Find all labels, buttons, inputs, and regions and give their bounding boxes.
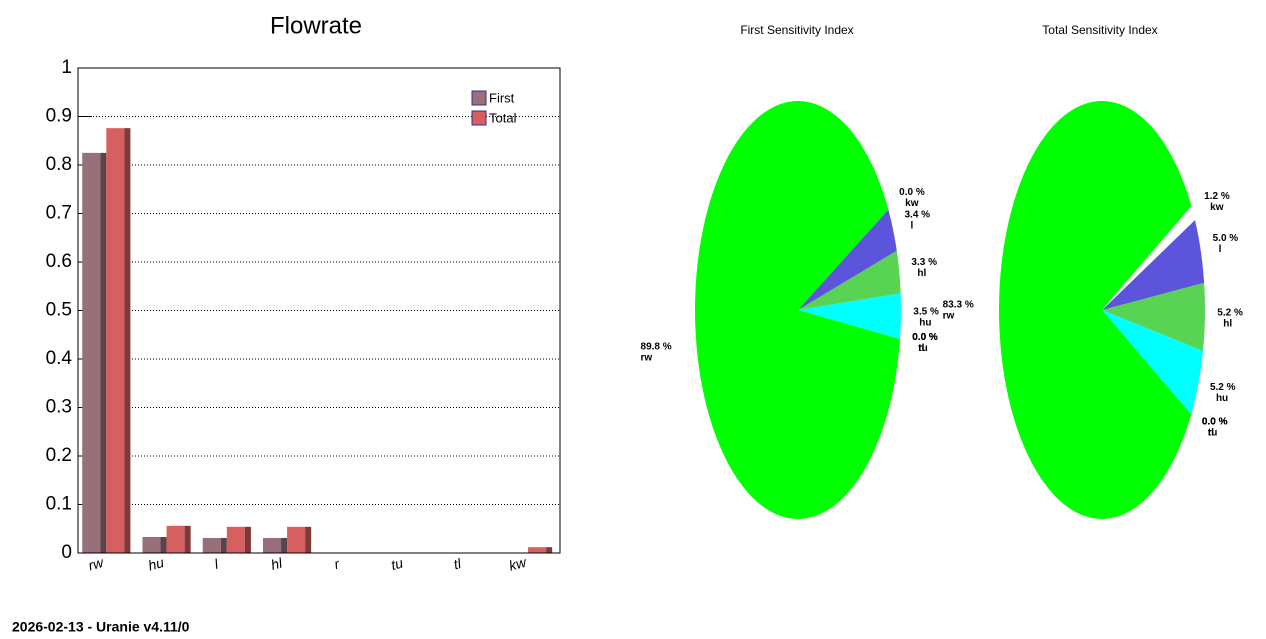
pie-slice: [1102, 310, 1204, 415]
y-tick-label: 1: [61, 57, 72, 78]
x-tick-label: tl: [452, 555, 464, 572]
y-tick-label: 0.4: [46, 348, 73, 369]
slice-name-label: kw: [905, 198, 919, 209]
y-tick-label: 0.7: [46, 203, 72, 224]
slice-value-label: 89.8 %: [641, 342, 672, 353]
bar: [287, 526, 306, 553]
bar: [106, 128, 125, 553]
bar-shade: [124, 128, 131, 553]
x-tick-label: hu: [146, 554, 165, 574]
pie-slice: [998, 100, 1192, 519]
slice-name-label: kw: [1210, 202, 1224, 213]
plot-frame: [77, 67, 561, 554]
slice-value-label: 3.4 %: [905, 210, 931, 221]
pie-slice: [798, 293, 901, 340]
slice-name-label: l: [911, 221, 914, 232]
pie-slice: [798, 310, 900, 340]
bar-shade: [244, 526, 251, 553]
slice-name-label: hu: [1216, 393, 1228, 404]
slice-value-label: 0.0 %: [1202, 417, 1228, 428]
slice-value-label: 0.0 %: [912, 332, 938, 343]
bar-shade: [220, 537, 227, 553]
slice-name-label: hl: [1223, 318, 1232, 329]
bar-shade: [305, 526, 312, 553]
bar-shade: [100, 152, 107, 553]
slice-value-label: 1.2 %: [1204, 191, 1230, 202]
bar-shade: [184, 525, 191, 553]
bar: [82, 152, 101, 553]
chart-title: Flowrate: [270, 12, 362, 39]
pie-slice: [1102, 282, 1206, 351]
slice-value-label: 5.2 %: [1217, 307, 1243, 318]
x-tick-label: hl: [269, 554, 285, 573]
slice-name-label: rw: [641, 353, 653, 364]
bar-shade: [281, 537, 288, 553]
bar-shade: [160, 536, 167, 553]
slice-value-label: 83.3 %: [943, 299, 974, 310]
slice-value-label: 0.0 %: [912, 332, 938, 343]
pie-slice: [1102, 206, 1195, 310]
y-tick-label: 0.6: [46, 251, 72, 272]
bar-shade: [546, 547, 553, 553]
y-tick-label: 0.5: [46, 300, 72, 321]
y-tick-label: 0.3: [46, 397, 72, 418]
slice-name-label: tu: [1208, 428, 1217, 439]
y-tick-label: 0.8: [46, 154, 72, 175]
pie-slice: [798, 250, 901, 310]
x-tick-label: l: [213, 555, 221, 571]
legend-label: Total: [489, 110, 517, 125]
y-tick-label: 0.1: [46, 494, 72, 515]
slice-name-label: hl: [917, 268, 926, 279]
slice-name-label: tl: [1208, 428, 1214, 439]
pie-slice: [798, 209, 897, 310]
bar: [202, 537, 221, 553]
x-tick-label: tu: [389, 554, 405, 573]
slice-value-label: 5.0 %: [1213, 233, 1239, 244]
bar: [262, 537, 282, 553]
legend-label: First: [489, 90, 515, 105]
x-tick-label: r: [332, 555, 342, 572]
pie-slice: [695, 100, 900, 519]
y-tick-label: 0: [61, 542, 72, 563]
y-tick-label: 0.9: [46, 106, 72, 127]
slice-value-label: 0.0 %: [1202, 417, 1228, 428]
slice-value-label: 5.2 %: [1210, 382, 1236, 393]
chart-title: First Sensitivity Index: [740, 23, 853, 37]
slice-value-label: 0.0 %: [1202, 417, 1228, 428]
slice-name-label: rw: [943, 310, 955, 321]
bar: [226, 526, 245, 553]
slice-value-label: 0.0 %: [899, 187, 925, 198]
bar: [528, 547, 547, 553]
slice-name-label: tl: [918, 343, 924, 354]
pie-slice: [1102, 220, 1205, 310]
y-tick-label: 0.2: [46, 445, 72, 466]
x-tick-label: rw: [87, 554, 106, 574]
slice-value-label: 3.3 %: [911, 257, 937, 268]
slice-value-label: 0.0 %: [912, 332, 938, 343]
legend-swatch: [471, 90, 487, 106]
bar: [166, 525, 185, 553]
slice-value-label: 3.5 %: [913, 307, 939, 318]
footer: 2026-02-13 - Uranie v4.11/0: [12, 619, 190, 635]
chart-title: Total Sensitivity Index: [1042, 23, 1157, 37]
bar: [142, 536, 161, 553]
slice-name-label: hu: [919, 318, 931, 329]
slice-name-label: r: [918, 343, 922, 354]
slice-name-label: r: [1208, 428, 1212, 439]
slice-name-label: tu: [918, 343, 927, 354]
legend-swatch: [471, 110, 487, 126]
x-tick-label: kw: [507, 554, 529, 574]
slice-name-label: l: [1219, 244, 1222, 255]
